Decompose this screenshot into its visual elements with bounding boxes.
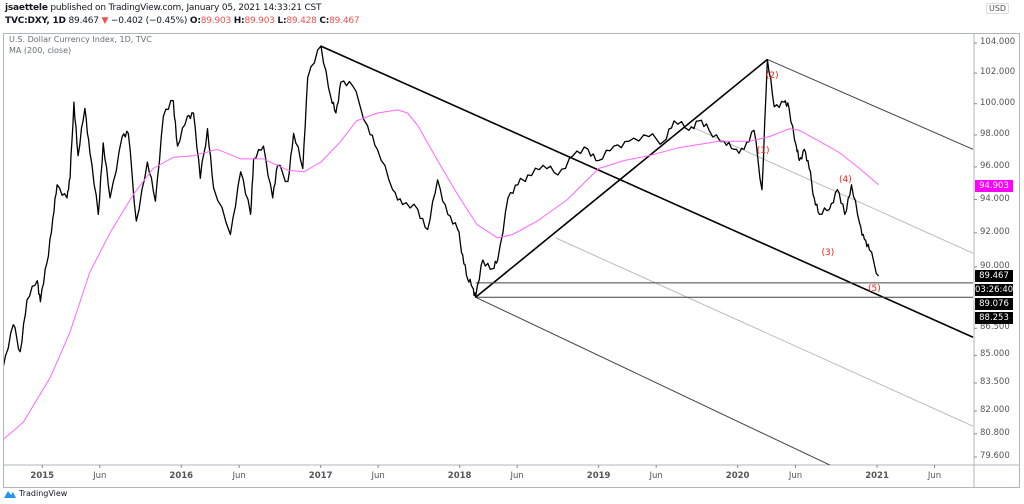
high-label: H: [233,16,245,26]
down-arrow-icon: ▼ [101,16,109,26]
close-value: 89.467 [329,16,360,26]
series-group [4,45,880,440]
y-tick-label: 96.000 [980,160,1010,171]
y-tick-label: 86.500 [980,322,1010,333]
high-value: 89.903 [244,16,275,26]
y-tick-label: 104.000 [980,37,1016,47]
open-label: O: [189,16,201,26]
trendline-0 [320,45,974,338]
axis-ticks [41,42,977,468]
countdown-marker: 03:26:40 [975,284,1014,296]
level-marker-2: 88.253 [975,312,1013,324]
tradingview-footer[interactable]: TradingView [4,489,67,498]
trendline-1 [475,58,768,298]
pitchfork-line-4 [688,125,974,254]
y-tick-label: 80.800 [980,427,1010,438]
low-value: 89.428 [286,16,317,26]
y-tick-label: 90.000 [980,260,1010,271]
ma-legend[interactable]: MA (200, close) [9,46,72,55]
chart-legend-title[interactable]: U.S. Dollar Currency Index, 1D, TVC [9,35,152,44]
pitchfork-line-2 [475,296,831,465]
x-tick-label: 2016 [169,471,194,481]
x-tick-label: 2017 [308,471,333,481]
published-text: published on TradingView.com, January 05… [47,3,322,13]
x-tick-label: Jun [927,471,942,481]
y-tick-label: 98.000 [980,129,1010,139]
x-tick-label: 2018 [447,471,472,481]
low-label: L: [277,16,287,26]
chart-frame [3,33,1020,488]
wave-label[interactable]: (3) [821,248,835,259]
x-tick-label: 2021 [865,471,889,481]
x-tick-label: 2015 [30,471,55,481]
wave-label[interactable]: (4) [839,174,852,185]
y-tick-label: 83.500 [980,376,1010,387]
price-change: −0.402 (−0.45%) [110,16,188,26]
brand-name: TradingView [19,489,68,498]
y-tick-label: 102.000 [980,67,1016,78]
y-tick-label: 85.000 [980,349,1010,360]
x-tick-label: Jun [232,471,246,481]
x-tick-label: Jun [371,471,385,481]
y-tick-label: 100.000 [980,97,1016,108]
x-tick-label: Jun [788,471,803,481]
symbol-info: TVC:DXY, 1D 89.467 ▼ −0.402 (−0.45%) O:8… [5,16,360,26]
pitchfork-line-5 [767,59,974,150]
ma-price-marker: 94.903 [975,180,1013,192]
publisher-name[interactable]: jsaettele [5,3,48,13]
open-value: 89.903 [200,16,232,26]
last-price-marker: 89.467 [975,270,1013,282]
x-tick-label: Jun [649,471,663,481]
publish-info: jsaettele published on TradingView.com, … [5,3,322,13]
x-tick-label: Jun [510,471,524,481]
wave-label[interactable]: (2) [765,71,779,82]
currency-label[interactable]: USD [986,3,1010,14]
wave-label[interactable]: (1) [756,145,770,156]
level-marker-1: 89.076 [975,298,1013,310]
y-tick-label: 82.000 [980,405,1010,415]
tradingview-logo-icon [4,491,16,498]
symbol: TVC:DXY, 1D [5,16,66,26]
x-tick-label: Jun [93,471,107,481]
x-tick-label: 2020 [725,471,750,481]
wave-label[interactable]: (5) [867,284,881,295]
y-tick-label: 92.000 [980,226,1010,237]
y-tick-label: 94.000 [980,193,1010,204]
price-line [4,45,880,367]
drawings [320,45,974,465]
last-price: 89.467 [68,16,99,26]
y-tick-label: 79.600 [980,451,1010,461]
pitchfork-line-3 [555,237,974,427]
ma-line [4,109,879,440]
x-tick-label: 2019 [586,471,611,481]
close-label: C: [319,16,330,26]
